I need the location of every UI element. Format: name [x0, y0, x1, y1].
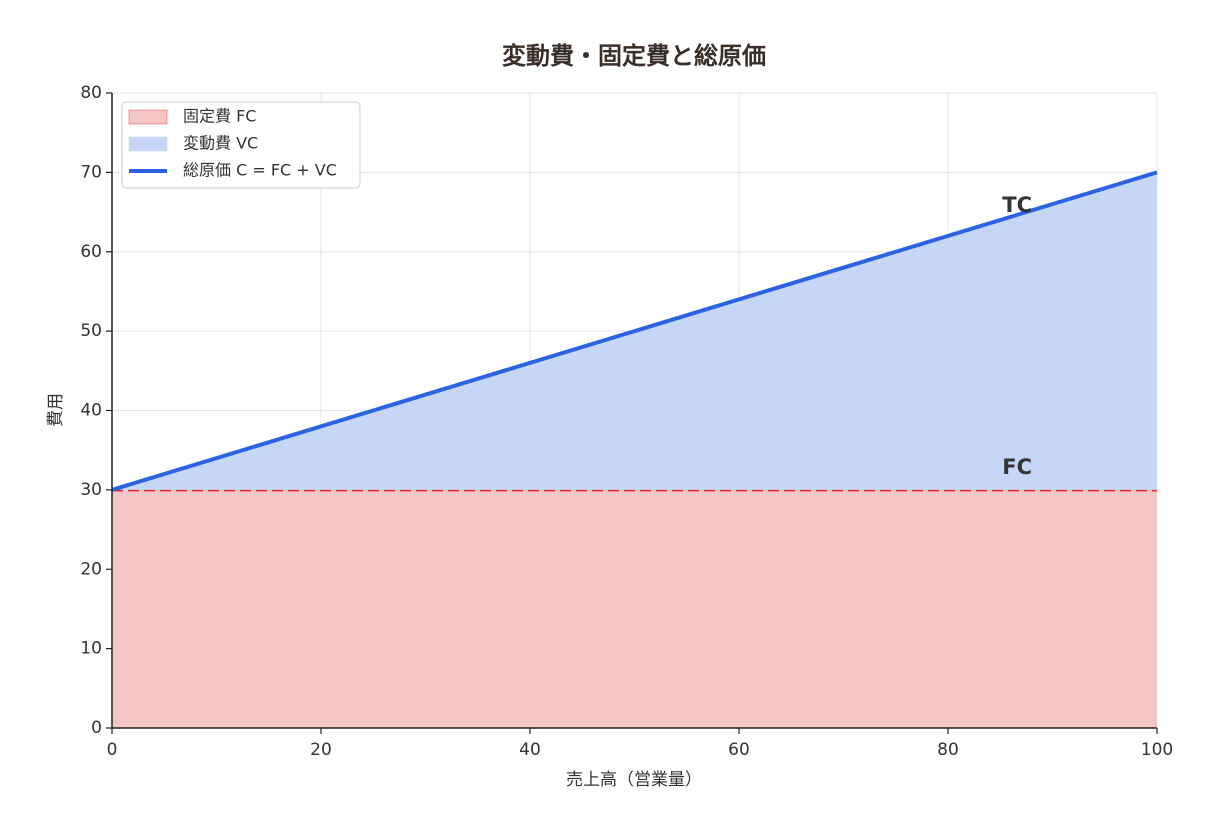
- x-tick-label: 20: [310, 740, 332, 760]
- x-tick-label: 60: [728, 740, 750, 760]
- annotation: TC: [1002, 193, 1032, 217]
- x-tick-label: 80: [937, 740, 959, 760]
- legend-swatch: [128, 109, 168, 125]
- y-tick-label: 30: [80, 480, 102, 500]
- y-tick-label: 60: [80, 242, 102, 262]
- legend-box: [121, 101, 361, 189]
- y-tick-label: 40: [80, 401, 102, 421]
- y-tick-label: 20: [80, 559, 102, 579]
- legend-label: 固定費 FC: [183, 107, 256, 126]
- y-tick-label: 10: [80, 639, 102, 659]
- x-tick-label: 0: [107, 740, 118, 760]
- x-axis-label: 売上高（営業量）: [566, 770, 702, 790]
- legend-label: 総原価 C = FC + VC: [183, 161, 337, 180]
- annotation: FC: [1002, 455, 1032, 479]
- y-tick-label: 50: [80, 321, 102, 341]
- x-tick-label: 40: [519, 740, 541, 760]
- legend: 固定費 FC 変動費 VC 総原価 C = FC + VC: [121, 101, 361, 189]
- chart-title: 変動費・固定費と総原価: [502, 42, 766, 70]
- legend-swatch: [128, 136, 168, 152]
- x-tick-label: 100: [1141, 740, 1173, 760]
- y-tick-label: 0: [91, 718, 102, 738]
- y-tick-label: 70: [80, 162, 102, 182]
- legend-label: 変動費 VC: [183, 134, 258, 153]
- area: [112, 489, 1157, 728]
- line: [111, 170, 1158, 492]
- y-tick-label: 80: [80, 83, 102, 103]
- y-axis-label: 費用: [46, 393, 66, 427]
